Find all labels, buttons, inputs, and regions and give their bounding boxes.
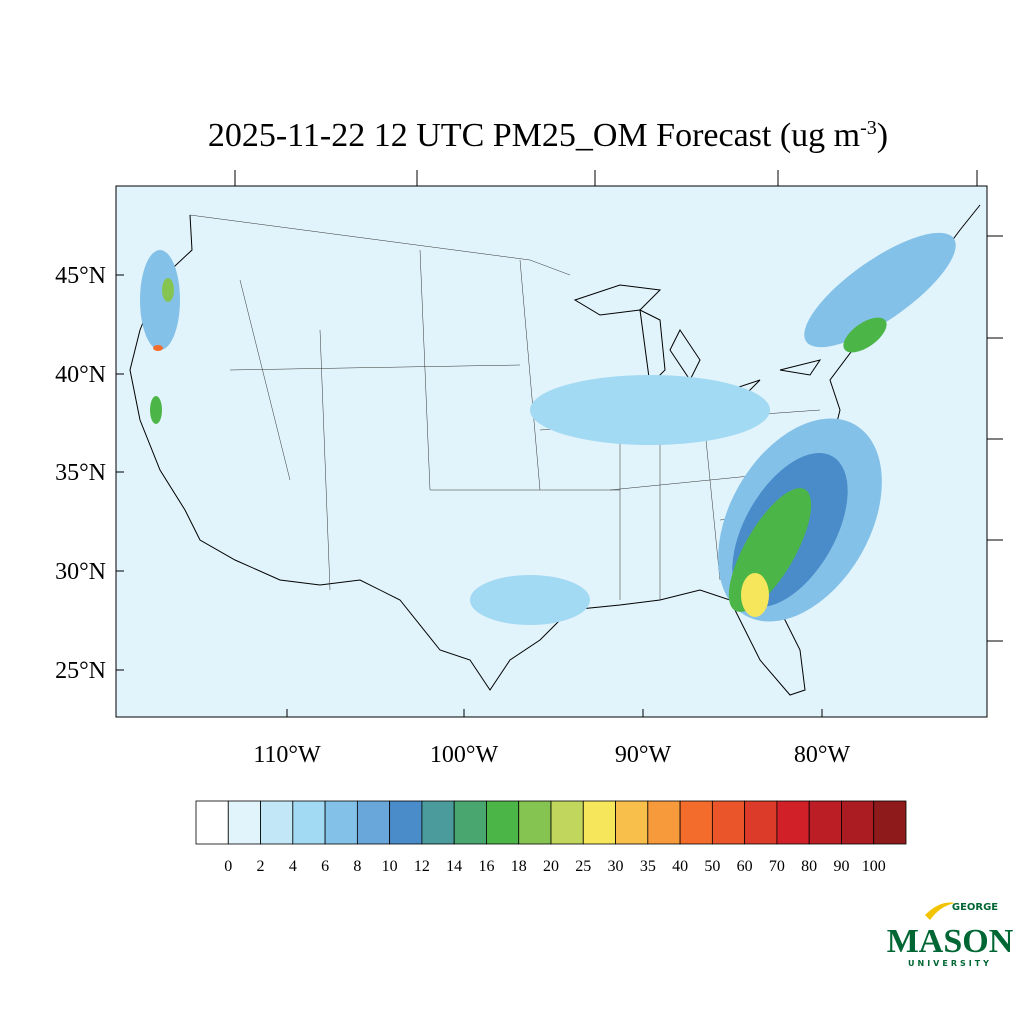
lat-label: 40°N <box>55 362 106 388</box>
colorbar-label: 12 <box>414 858 430 875</box>
colorbar-label: 6 <box>321 858 329 875</box>
colorbar-label: 8 <box>353 858 361 875</box>
colorbar-swatch <box>647 800 681 845</box>
colorbar: 0 2 4 6 8 10 12 14 16 18 20 25 30 35 40 50 60 70 80 90 100 <box>195 800 907 875</box>
colorbar-swatch <box>679 800 713 845</box>
colorbar-swatch <box>260 800 294 845</box>
title: 2025-11-22 12 UTC PM25_OM Forecast (ug m… <box>208 117 888 154</box>
title-superscript: -3 <box>860 117 877 139</box>
colorbar-swatch <box>808 800 842 845</box>
map-labels: 45°N 40°N 35°N 30°N 25°N 110°W 100°W 90°W 80°W <box>55 170 1003 768</box>
concentration-overlays <box>140 232 956 625</box>
colorbar-label: 100 <box>862 858 886 875</box>
colorbar-label: 0 <box>224 858 232 875</box>
colorbar-swatch <box>486 800 520 845</box>
logo-main: MASON <box>887 923 1014 960</box>
colorbar-swatch <box>324 800 358 845</box>
lat-label: 30°N <box>55 559 106 585</box>
logo-top: GEORGE <box>952 902 998 913</box>
colorbar-swatch <box>389 800 423 845</box>
colorbar-label: 25 <box>575 858 591 875</box>
colorbar-label: 70 <box>769 858 785 875</box>
lat-label: 45°N <box>55 263 106 289</box>
colorbar-swatch <box>227 800 261 845</box>
colorbar-label: 90 <box>833 858 849 875</box>
colorbar-swatch <box>453 800 487 845</box>
colorbar-label: 14 <box>446 858 462 875</box>
colorbar-label: 35 <box>640 858 656 875</box>
colorbar-label: 80 <box>801 858 817 875</box>
logo-bottom: UNIVERSITY <box>908 959 992 968</box>
colorbar-label: 16 <box>478 858 494 875</box>
colorbar-label: 30 <box>608 858 624 875</box>
colorbar-label: 50 <box>704 858 720 875</box>
colorbar-label: 18 <box>511 858 527 875</box>
colorbar-swatch <box>841 800 875 845</box>
lat-label: 35°N <box>55 460 106 486</box>
colorbar-swatch <box>356 800 391 845</box>
colorbar-swatch <box>873 800 907 845</box>
colorbar-swatch <box>711 800 746 845</box>
title-main: 2025-11-22 12 UTC PM25_OM Forecast (ug m <box>208 117 860 154</box>
colorbar-swatch <box>776 800 810 845</box>
colorbar-swatch <box>292 800 326 845</box>
colorbar-swatch <box>421 800 455 845</box>
title-end: ) <box>877 117 888 154</box>
map: 45°N 40°N 35°N 30°N 25°N 110°W 100°W 90°W 80°W <box>55 170 1003 768</box>
colorbar-label: 60 <box>737 858 753 875</box>
lon-label: 90°W <box>615 742 672 768</box>
colorbar-swatch <box>582 800 616 845</box>
colorbar-label: 2 <box>257 858 265 875</box>
lon-label: 100°W <box>430 742 499 768</box>
colorbar-swatch <box>550 800 584 845</box>
colorbar-label: 20 <box>543 858 559 875</box>
colorbar-swatch <box>615 800 649 845</box>
colorbar-swatch <box>744 800 778 845</box>
colorbar-label: 10 <box>382 858 398 875</box>
colorbar-swatch <box>195 800 229 845</box>
colorbar-label: 4 <box>289 858 297 875</box>
logo: GEORGE MASON UNIVERSITY <box>887 902 1014 968</box>
lon-label: 80°W <box>794 742 851 768</box>
colorbar-swatch <box>518 800 552 845</box>
lon-label: 110°W <box>253 742 321 768</box>
colorbar-label: 40 <box>672 858 688 875</box>
lat-label: 25°N <box>55 658 106 684</box>
